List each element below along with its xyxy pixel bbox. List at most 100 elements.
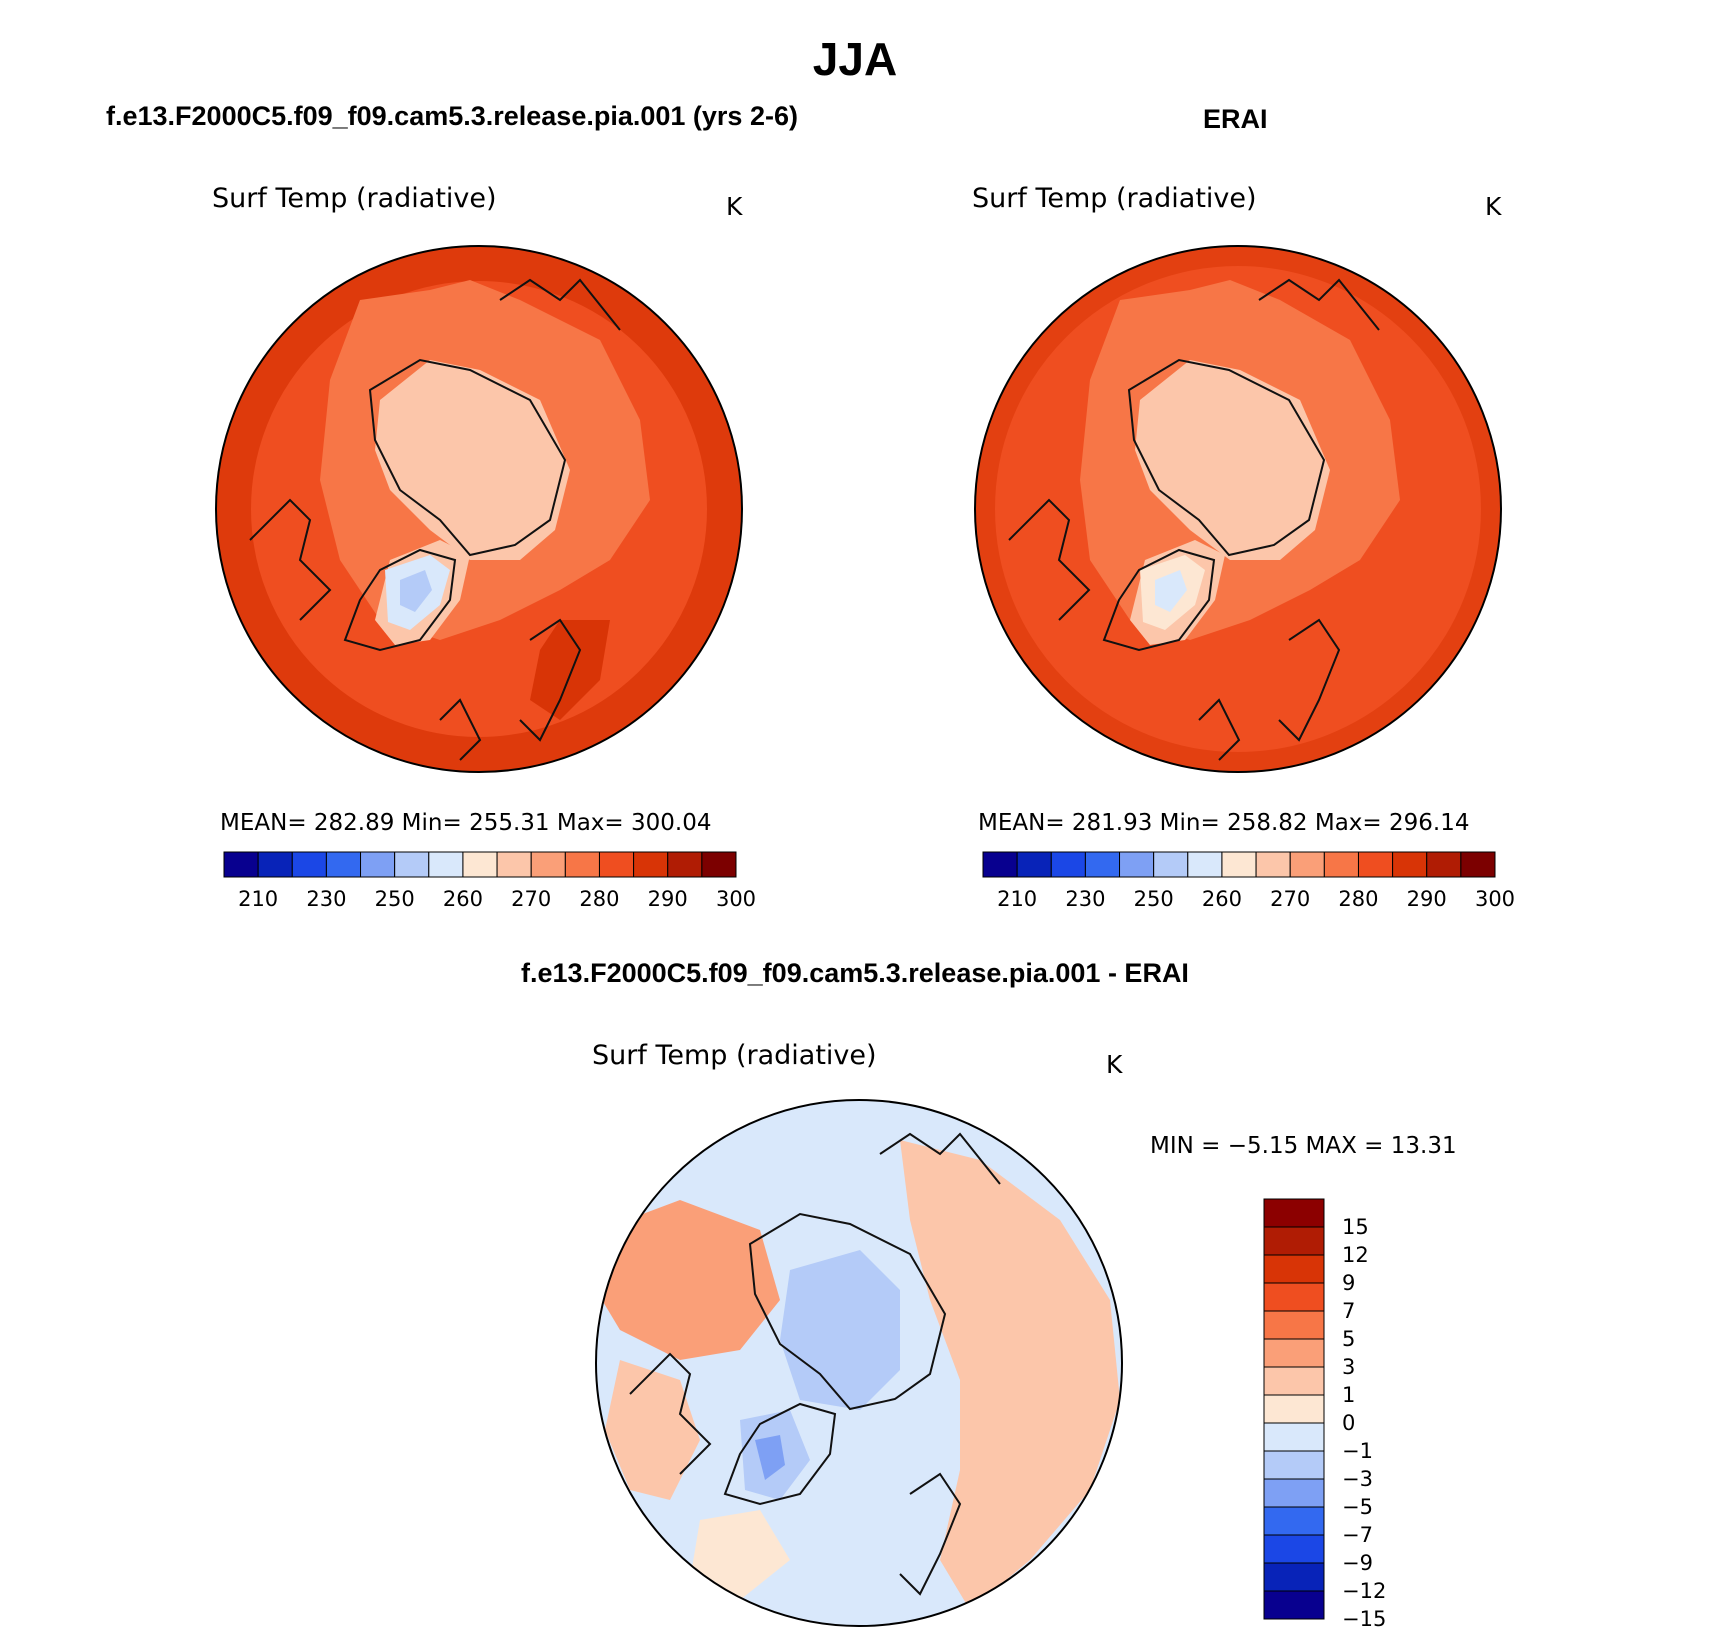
panel-2-colorbar-tick-label: 210 [997,887,1037,911]
panel-1-polar-map [216,246,742,772]
panel-3-title: f.e13.F2000C5.f09_f09.cam5.3.release.pia… [521,958,1189,988]
panel-2-colorbar-tick-label: 230 [1065,887,1105,911]
panel-3-colorbar-box [1263,1338,1325,1368]
panel-2-colorbar-box [1289,851,1325,878]
panel-3-variable-label: Surf Temp (radiative) [592,1040,877,1071]
panel-3-colorbar-tick-label: 0 [1342,1411,1355,1435]
panel-1-colorbar-box [291,851,327,878]
panel-1-unit-label: K [726,192,743,221]
panel-3-unit-label: K [1106,1050,1123,1079]
panel-2-colorbar-tick-label: 270 [1270,887,1310,911]
panel-1-colorbar-tick-label: 280 [579,887,619,911]
panel-3-coastlines [629,1132,1001,1596]
panel-3-stats: MIN = −5.15 MAX = 13.31 [1150,1133,1457,1159]
panel-1-colorbar-box [428,851,464,878]
panel-3-colorbar-box [1263,1422,1325,1452]
panel-1-variable-label: Surf Temp (radiative) [212,183,497,214]
panel-2-colorbar-box [1016,851,1052,878]
panel-2-colorbar-box [1119,851,1155,878]
panel-2-colorbar-box [1084,851,1121,878]
panel-1-colorbar-tick-label: 250 [375,887,415,911]
panel-1-colorbar-tick-label: 260 [443,887,483,911]
panel-3-colorbar-box [1263,1198,1325,1228]
panel-2-colorbar-box [1357,851,1394,878]
panel-3-colorbar-box [1263,1450,1325,1480]
panel-1-stats: MEAN= 282.89 Min= 255.31 Max= 300.04 [220,810,712,836]
panel-3-colorbar-box [1263,1562,1325,1592]
panel-1-colorbar: 210 230 250 260 270 280 290 300 [223,851,756,911]
panel-3-colorbar-box [1263,1366,1325,1396]
panel-2-title: ERAI [1203,104,1268,134]
panel-3-colorbar-tick-label: 1 [1342,1383,1355,1407]
panel-1-colorbar-box [394,851,430,878]
panel-1-colorbar-tick-label: 230 [306,887,346,911]
panel-3-colorbar-tick-label: 12 [1342,1243,1369,1267]
panel-3-colorbar-tick-label: 5 [1342,1327,1355,1351]
panel-3-colorbar-box [1263,1478,1325,1508]
panel-3-colorbar-box [1263,1226,1325,1256]
panel-1-colorbar-box [496,851,532,878]
panel-2-colorbar-tick-label: 290 [1407,887,1447,911]
panel-2-colorbar-tick-label: 280 [1338,887,1378,911]
panel-2-colorbar-box [1221,851,1257,878]
panel-2-colorbar: 210 230 250 260 270 280 290 300 [982,851,1515,911]
panel-1-colorbar-box [598,851,635,878]
panel-1-coastlines [249,278,621,761]
panel-3-colorbar-box [1263,1254,1325,1284]
panel-3-map-border [595,1099,1123,1627]
panel-1-colorbar-box [325,851,362,878]
panel-3-colorbar-tick-label: −1 [1342,1439,1373,1463]
panel-2-colorbar-tick-label: 260 [1202,887,1242,911]
panel-2-coastlines [1008,278,1380,761]
panel-2-map-border [974,245,1502,773]
panel-3-colorbar: 15 12 9 7 5 3 1 0 −1 −3 −5 −7 −9 −12 −15 [1263,1198,1386,1630]
panel-2-colorbar-box [1426,851,1462,878]
panel-2-colorbar-box [1392,851,1428,878]
panel-1-colorbar-box [633,851,669,878]
panel-2-colorbar-tick-label: 300 [1475,887,1515,911]
panel-1-colorbar-box [462,851,498,878]
panel-3-colorbar-tick-label: 7 [1342,1299,1355,1323]
main-title: JJA [812,33,898,85]
panel-2-colorbar-box [1323,851,1359,878]
panel-2-colorbar-box [1050,851,1086,878]
panel-1-colorbar-box [360,851,396,878]
panel-3-colorbar-tick-label: −12 [1342,1579,1386,1603]
panel-2-unit-label: K [1485,192,1502,221]
panel-3-colorbar-box [1263,1394,1325,1424]
panel-3-colorbar-tick-label: 3 [1342,1355,1355,1379]
panel-2-variable-label: Surf Temp (radiative) [972,183,1257,214]
panel-2-stats: MEAN= 281.93 Min= 258.82 Max= 296.14 [978,810,1470,836]
panel-3-colorbar-box [1263,1590,1325,1620]
panel-2-colorbar-tick-label: 250 [1134,887,1174,911]
panel-1-colorbar-tick-label: 210 [238,887,278,911]
panel-3-colorbar-tick-label: 15 [1342,1215,1369,1239]
panel-1-colorbar-box [701,851,737,878]
panel-1-colorbar-tick-label: 270 [511,887,551,911]
panel-1-colorbar-box [564,851,600,878]
panel-3-colorbar-tick-label: −9 [1342,1551,1373,1575]
panel-1-map-border [215,245,743,773]
panel-1-title: f.e13.F2000C5.f09_f09.cam5.3.release.pia… [106,101,798,131]
panel-3-colorbar-box [1263,1506,1325,1536]
panel-1-colorbar-tick-label: 300 [716,887,756,911]
panel-3-colorbar-tick-label: −5 [1342,1495,1373,1519]
panel-1-colorbar-box [667,851,703,878]
panel-1-colorbar-box [530,851,566,878]
panel-3-colorbar-box [1263,1310,1325,1340]
panel-2-colorbar-box [1460,851,1496,878]
panel-2-polar-map [975,246,1501,772]
panel-3-colorbar-tick-label: −15 [1342,1607,1386,1630]
panel-3-colorbar-box [1263,1282,1325,1312]
panel-3-colorbar-tick-label: 9 [1342,1271,1355,1295]
panel-1-colorbar-box [257,851,293,878]
panel-3-colorbar-box [1263,1534,1325,1564]
panel-1-colorbar-tick-label: 290 [648,887,688,911]
panel-3-polar-map [596,1100,1122,1626]
panel-3-colorbar-tick-label: −3 [1342,1467,1373,1491]
panel-2-colorbar-box [1153,851,1189,878]
panel-2-colorbar-box [1187,851,1223,878]
panel-3-colorbar-tick-label: −7 [1342,1523,1373,1547]
panel-1-colorbar-box [223,851,259,878]
